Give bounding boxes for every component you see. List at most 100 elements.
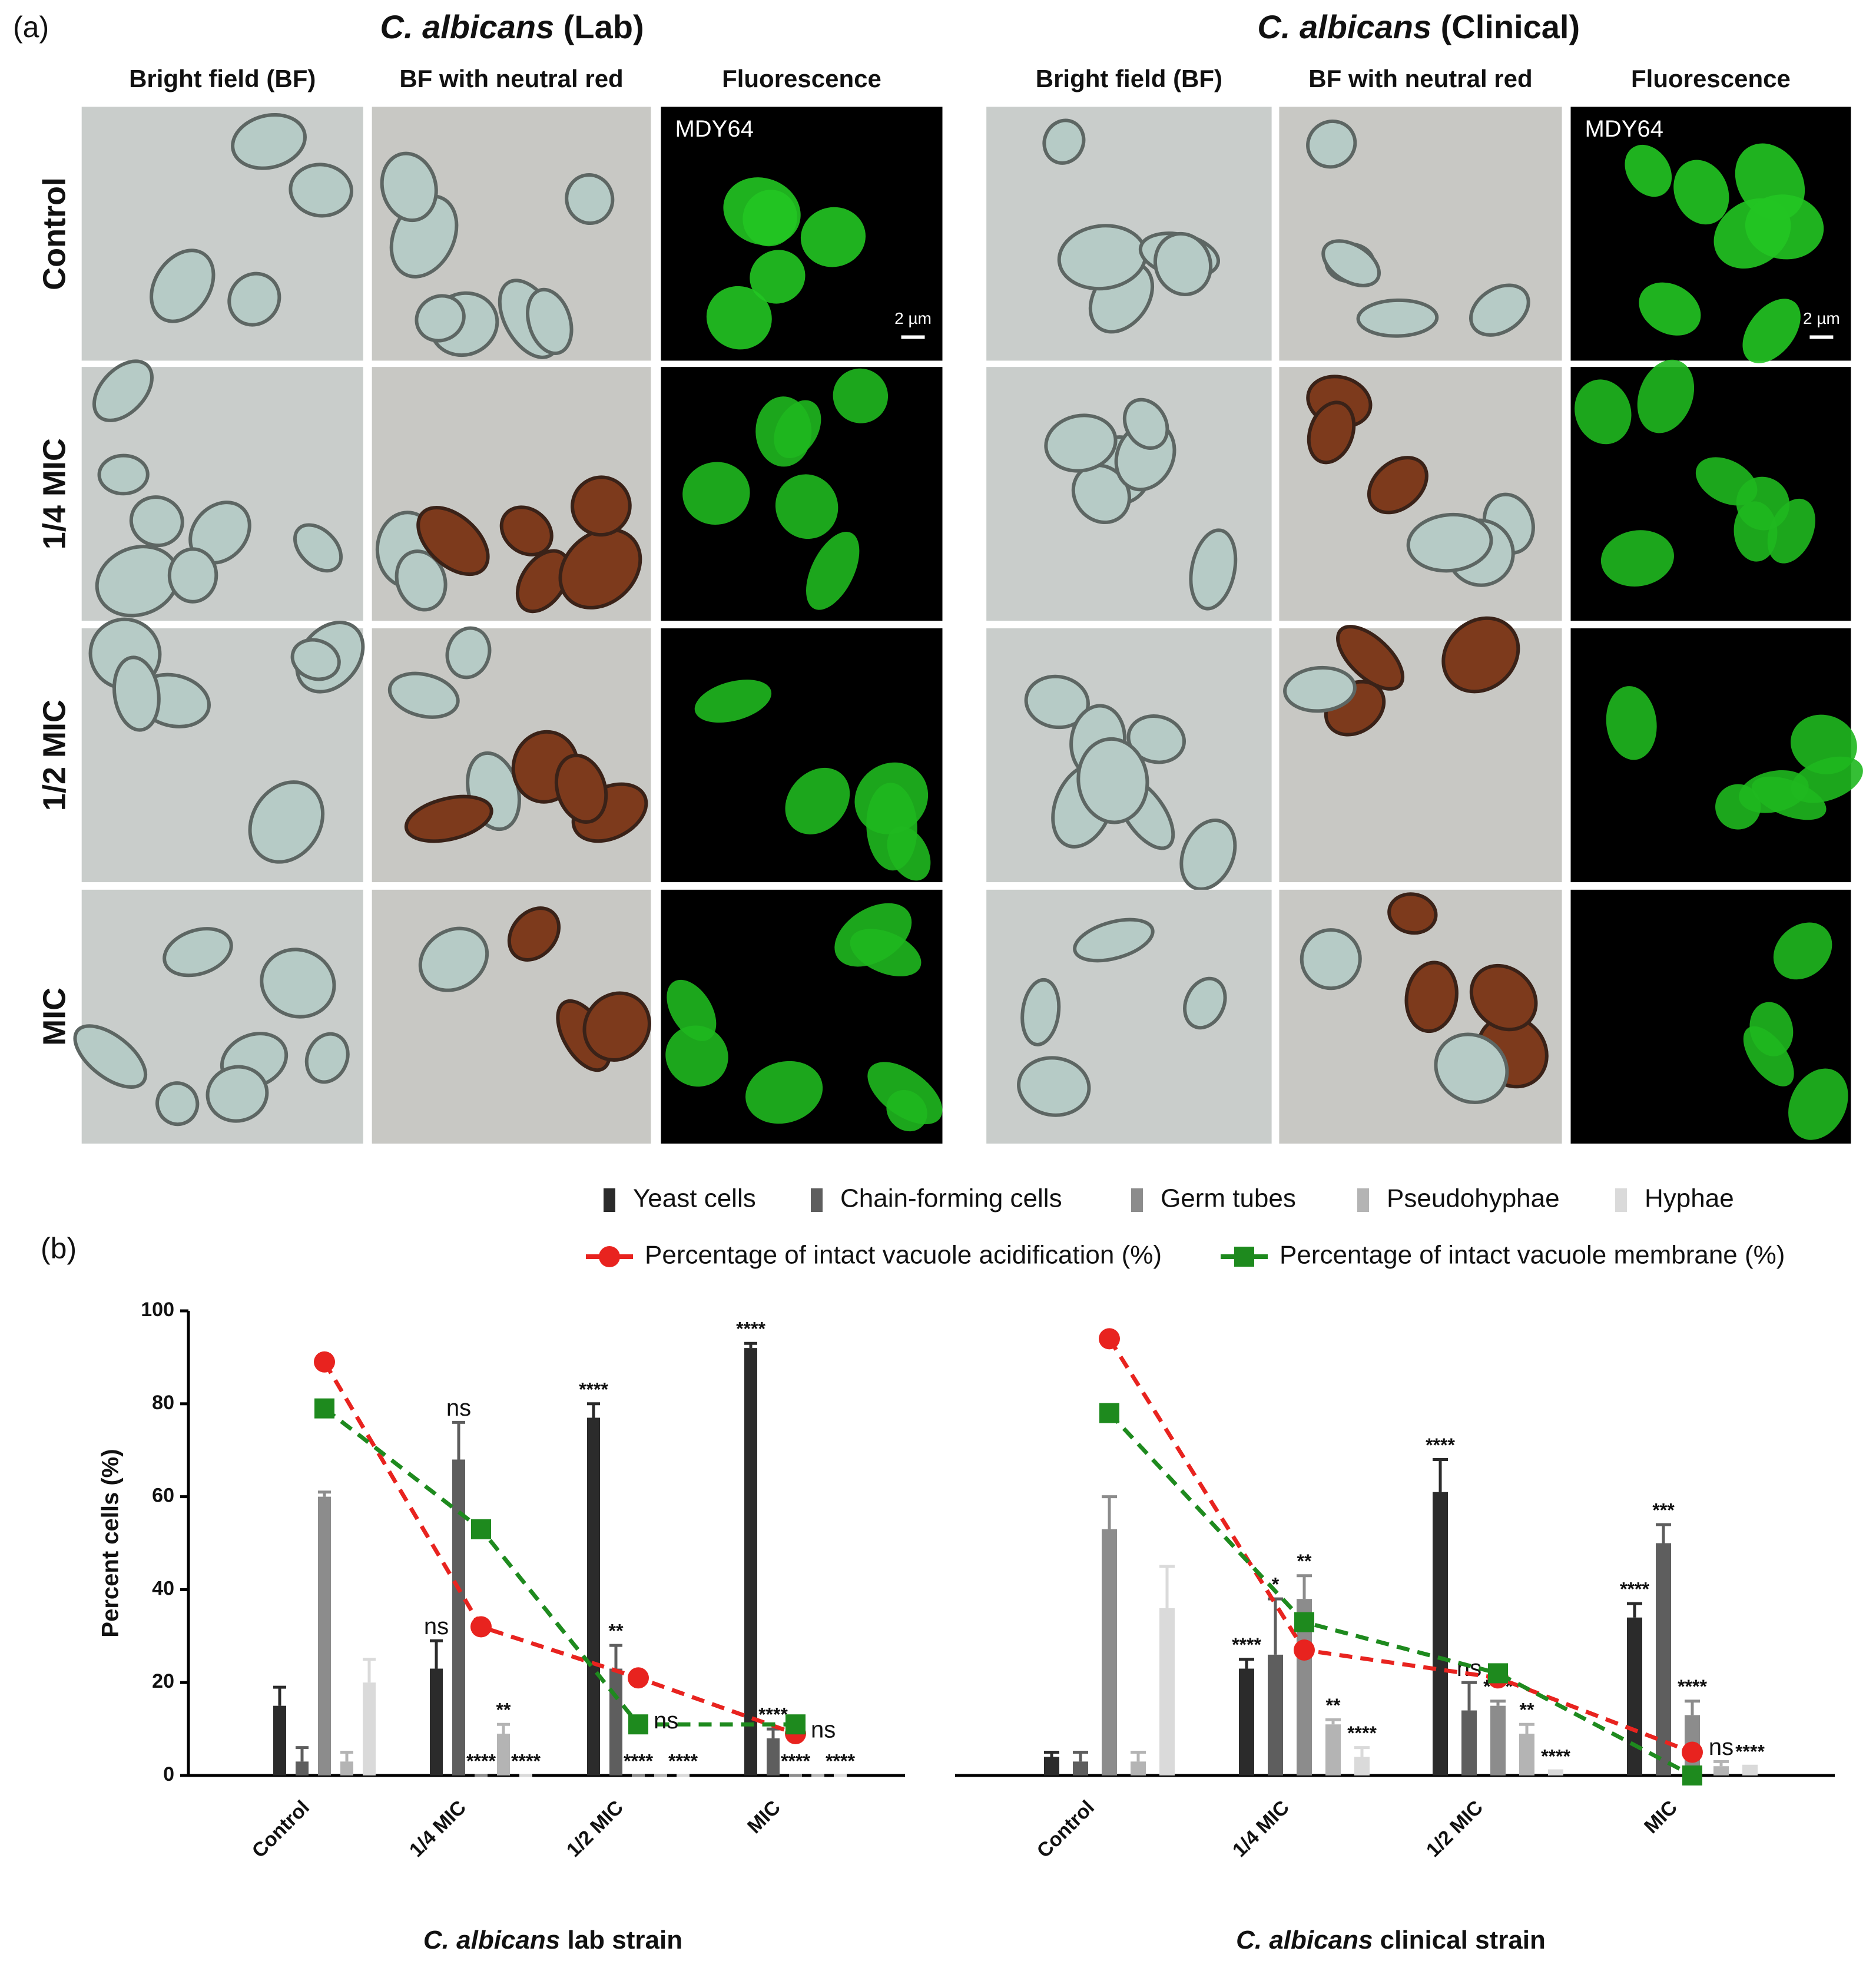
- cell: [1575, 379, 1632, 445]
- cell: [97, 453, 150, 496]
- column-header: Bright field (BF): [129, 65, 316, 92]
- error-bar: [1297, 1574, 1312, 1599]
- error-bar: [587, 1402, 600, 1418]
- cell: [415, 294, 466, 343]
- legend-swatch: [1357, 1188, 1369, 1212]
- bar: [318, 1496, 331, 1775]
- column-header: Bright field (BF): [1036, 65, 1222, 92]
- cell: [1788, 1068, 1848, 1140]
- error-bar: [1239, 1658, 1254, 1669]
- significance: **: [1297, 1551, 1312, 1572]
- bar: [1519, 1733, 1534, 1775]
- legend-swatch: [1615, 1188, 1627, 1212]
- error-bar: [744, 1341, 757, 1349]
- cell: [1404, 960, 1459, 1033]
- cell: [1073, 917, 1155, 963]
- line: [323, 1406, 796, 1727]
- bar: [1627, 1617, 1642, 1775]
- bar: [767, 1738, 780, 1775]
- stain-label: MDY64: [1585, 116, 1663, 142]
- species: C. albicans: [1257, 8, 1431, 45]
- bar: [1268, 1654, 1283, 1775]
- error-bar: [1102, 1495, 1117, 1529]
- error-bar: [430, 1639, 443, 1669]
- error-bar: [1268, 1597, 1283, 1655]
- error-bar: [340, 1751, 353, 1762]
- y-tick-label: 80: [152, 1392, 174, 1414]
- cell: [1695, 457, 1758, 506]
- legend-swatch: [604, 1188, 615, 1212]
- x-tick-label: 1/4 MIC: [405, 1796, 470, 1861]
- legend-label: Pseudohyphae: [1387, 1184, 1560, 1213]
- bar: [1656, 1543, 1671, 1775]
- cell: [800, 207, 866, 267]
- point: [1294, 1639, 1315, 1661]
- legend-swatch: [811, 1188, 823, 1212]
- cell: [416, 506, 490, 577]
- line: [1108, 1337, 1693, 1754]
- bar: [1461, 1710, 1477, 1775]
- column-header: Fluorescence: [1631, 65, 1791, 92]
- point: [1682, 1741, 1703, 1763]
- cell: [163, 927, 233, 978]
- error-bar: [1131, 1751, 1146, 1762]
- point: [1099, 1328, 1120, 1350]
- strain: (Lab): [564, 8, 644, 45]
- significance: ****: [826, 1750, 855, 1771]
- cell: [558, 528, 642, 609]
- cell: [167, 547, 218, 604]
- error-bar: [1713, 1760, 1729, 1767]
- legend-label: Germ tubes: [1161, 1184, 1296, 1213]
- legend-label: Percentage of intact vacuole membrane (%…: [1280, 1241, 1785, 1270]
- cell: [1179, 818, 1237, 891]
- y-tick-label: 40: [152, 1577, 174, 1599]
- column-header: Fluorescence: [722, 65, 881, 92]
- cell: [750, 250, 806, 304]
- cell: [515, 549, 571, 614]
- cell: [129, 495, 184, 548]
- x-axis-label-species: C. albicans: [1236, 1926, 1373, 1955]
- line: [322, 1361, 797, 1736]
- cell: [290, 638, 341, 681]
- point: [1682, 1765, 1702, 1785]
- cell: [418, 926, 489, 992]
- legend-label: Hyphae: [1645, 1184, 1734, 1213]
- cell: [1321, 239, 1381, 287]
- error-bar: [1073, 1751, 1088, 1762]
- cell: [289, 163, 353, 218]
- error-bar: [1685, 1700, 1700, 1715]
- cell: [1307, 400, 1356, 465]
- x-tick-label: 1/2 MIC: [562, 1796, 628, 1861]
- bar: [1239, 1668, 1254, 1775]
- cell: [304, 1032, 350, 1084]
- significance: ***: [1652, 1499, 1675, 1520]
- error-bar: [609, 1644, 622, 1669]
- bar: [1102, 1529, 1117, 1775]
- error-bar: [1490, 1700, 1506, 1706]
- bar: [1159, 1608, 1175, 1775]
- cell: [1791, 714, 1857, 774]
- cell: [1367, 456, 1428, 515]
- significance: **: [496, 1700, 511, 1721]
- cell: [73, 1024, 148, 1089]
- point: [314, 1351, 335, 1373]
- cell: [850, 929, 922, 976]
- cell: [1300, 928, 1362, 991]
- cell: [1469, 963, 1538, 1032]
- point: [470, 1616, 492, 1638]
- x-axis-label-rest: lab strain: [567, 1926, 682, 1955]
- strain: (Clinical): [1441, 8, 1580, 45]
- significance: ****: [511, 1750, 541, 1771]
- cell: [1020, 978, 1061, 1046]
- bar: [363, 1682, 376, 1775]
- cell: [1767, 498, 1815, 564]
- cell: [723, 177, 801, 246]
- panel-label: (a): [13, 11, 49, 44]
- significance: ****: [1347, 1722, 1377, 1744]
- cell: [785, 767, 850, 834]
- significance: ****: [1541, 1746, 1570, 1767]
- point: [471, 1519, 491, 1539]
- cell: [1739, 770, 1809, 813]
- point: [1099, 1403, 1119, 1423]
